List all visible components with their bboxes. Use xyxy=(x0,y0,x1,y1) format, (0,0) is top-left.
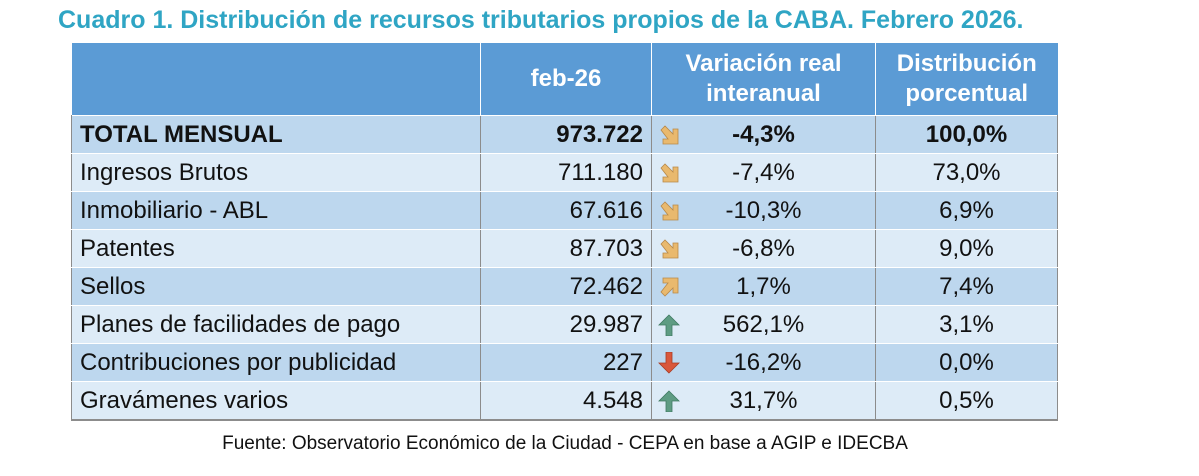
row-variation: 562,1% xyxy=(722,310,805,338)
row-variation-cell: -16,2% xyxy=(651,343,876,382)
row-variation-cell: -4,3% xyxy=(651,115,876,154)
arrow-down-right-icon xyxy=(658,124,680,146)
row-distribution: 73,0% xyxy=(875,153,1058,192)
row-variation: -10,3% xyxy=(725,196,802,224)
row-label: Ingresos Brutos xyxy=(71,153,481,192)
row-variation: 1,7% xyxy=(736,272,791,300)
arrow-down-right-icon xyxy=(658,162,680,184)
table-row: Patentes 87.703 -6,8% 9,0% xyxy=(71,229,1058,268)
row-variation: -16,2% xyxy=(725,348,802,376)
row-value: 72.462 xyxy=(480,267,652,306)
header-row: feb-26 Variación real interanual Distrib… xyxy=(71,43,1058,116)
row-distribution: 100,0% xyxy=(875,115,1058,154)
row-variation-cell: -7,4% xyxy=(651,153,876,192)
total-row: TOTAL MENSUAL 973.722 -4,3% 100,0% xyxy=(71,115,1058,154)
table-title: Cuadro 1. Distribución de recursos tribu… xyxy=(58,6,1024,34)
row-value: 973.722 xyxy=(480,115,652,154)
arrow-down-icon xyxy=(658,351,680,374)
row-distribution: 9,0% xyxy=(875,229,1058,268)
header-distribution: Distribución porcentual xyxy=(875,43,1058,116)
row-label: Patentes xyxy=(71,229,481,268)
row-variation: -7,4% xyxy=(732,158,795,186)
arrow-down-right-icon xyxy=(658,238,680,260)
source-note: Fuente: Observatorio Económico de la Ciu… xyxy=(222,433,908,454)
row-value: 227 xyxy=(480,343,652,382)
row-distribution: 3,1% xyxy=(875,305,1058,344)
row-label: Planes de facilidades de pago xyxy=(71,305,481,344)
row-label: Sellos xyxy=(71,267,481,306)
row-distribution: 0,0% xyxy=(875,343,1058,382)
arrow-up-right-icon xyxy=(658,276,680,298)
table-row: Inmobiliario - ABL 67.616 -10,3% 6,9% xyxy=(71,191,1058,230)
row-variation: -6,8% xyxy=(732,234,795,262)
table-row: Gravámenes varios 4.548 31,7% 0,5% xyxy=(71,381,1058,421)
row-label: Contribuciones por publicidad xyxy=(71,343,481,382)
tax-resources-table: feb-26 Variación real interanual Distrib… xyxy=(71,43,1058,421)
row-label: Gravámenes varios xyxy=(71,381,481,421)
row-variation-cell: 1,7% xyxy=(651,267,876,306)
arrow-up-icon xyxy=(658,314,680,337)
arrow-up-icon xyxy=(658,390,680,413)
row-label: Inmobiliario - ABL xyxy=(71,191,481,230)
row-variation-cell: 562,1% xyxy=(651,305,876,344)
table-row: Sellos 72.462 1,7% 7,4% xyxy=(71,267,1058,306)
row-value: 87.703 xyxy=(480,229,652,268)
row-distribution: 0,5% xyxy=(875,381,1058,421)
header-variation: Variación real interanual xyxy=(651,43,876,116)
row-variation-cell: -6,8% xyxy=(651,229,876,268)
header-value: feb-26 xyxy=(480,43,652,116)
row-value: 67.616 xyxy=(480,191,652,230)
row-value: 711.180 xyxy=(480,153,652,192)
arrow-down-right-icon xyxy=(658,200,680,222)
header-concept xyxy=(71,43,481,116)
row-variation-cell: 31,7% xyxy=(651,381,876,421)
row-label: TOTAL MENSUAL xyxy=(71,115,481,154)
table-row: Ingresos Brutos 711.180 -7,4% 73,0% xyxy=(71,153,1058,192)
table-row: Planes de facilidades de pago 29.987 562… xyxy=(71,305,1058,344)
row-value: 29.987 xyxy=(480,305,652,344)
row-distribution: 6,9% xyxy=(875,191,1058,230)
row-value: 4.548 xyxy=(480,381,652,421)
table-row: Contribuciones por publicidad 227 -16,2%… xyxy=(71,343,1058,382)
row-distribution: 7,4% xyxy=(875,267,1058,306)
row-variation: 31,7% xyxy=(729,386,798,414)
row-variation: -4,3% xyxy=(732,120,795,148)
row-variation-cell: -10,3% xyxy=(651,191,876,230)
